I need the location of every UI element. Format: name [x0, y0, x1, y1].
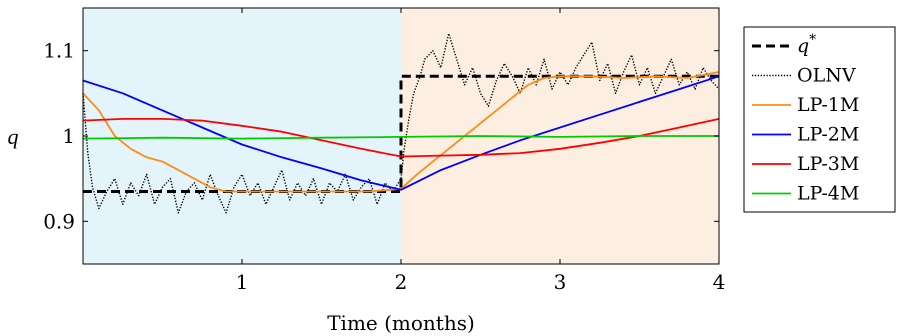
legend-label-3: LP-1M — [797, 94, 859, 116]
y-axis-label: q — [8, 124, 19, 149]
series-line-5 — [82, 118, 720, 158]
legend-label-4: LP-2M — [797, 124, 859, 146]
shaded-region-1 — [83, 8, 401, 264]
x-tick-label: 3 — [554, 270, 567, 294]
x-axis-label: Time (months) — [327, 311, 475, 335]
series-line-6 — [82, 135, 719, 140]
legend-box — [743, 26, 896, 213]
x-tick-label: 1 — [236, 270, 249, 294]
legend-label-5: LP-3M — [797, 153, 859, 175]
x-tick-label: 2 — [395, 270, 408, 294]
y-tick-label: 0.9 — [43, 209, 75, 233]
x-tick-label: 4 — [713, 270, 726, 294]
series-line-4 — [82, 75, 720, 191]
y-tick-label: 1.1 — [43, 39, 75, 63]
legend-label-2: OLNV — [797, 65, 856, 87]
series-line-2 — [82, 32, 720, 214]
legend-label-6: LP-4M — [797, 183, 859, 205]
y-tick-label: 1 — [62, 124, 75, 148]
